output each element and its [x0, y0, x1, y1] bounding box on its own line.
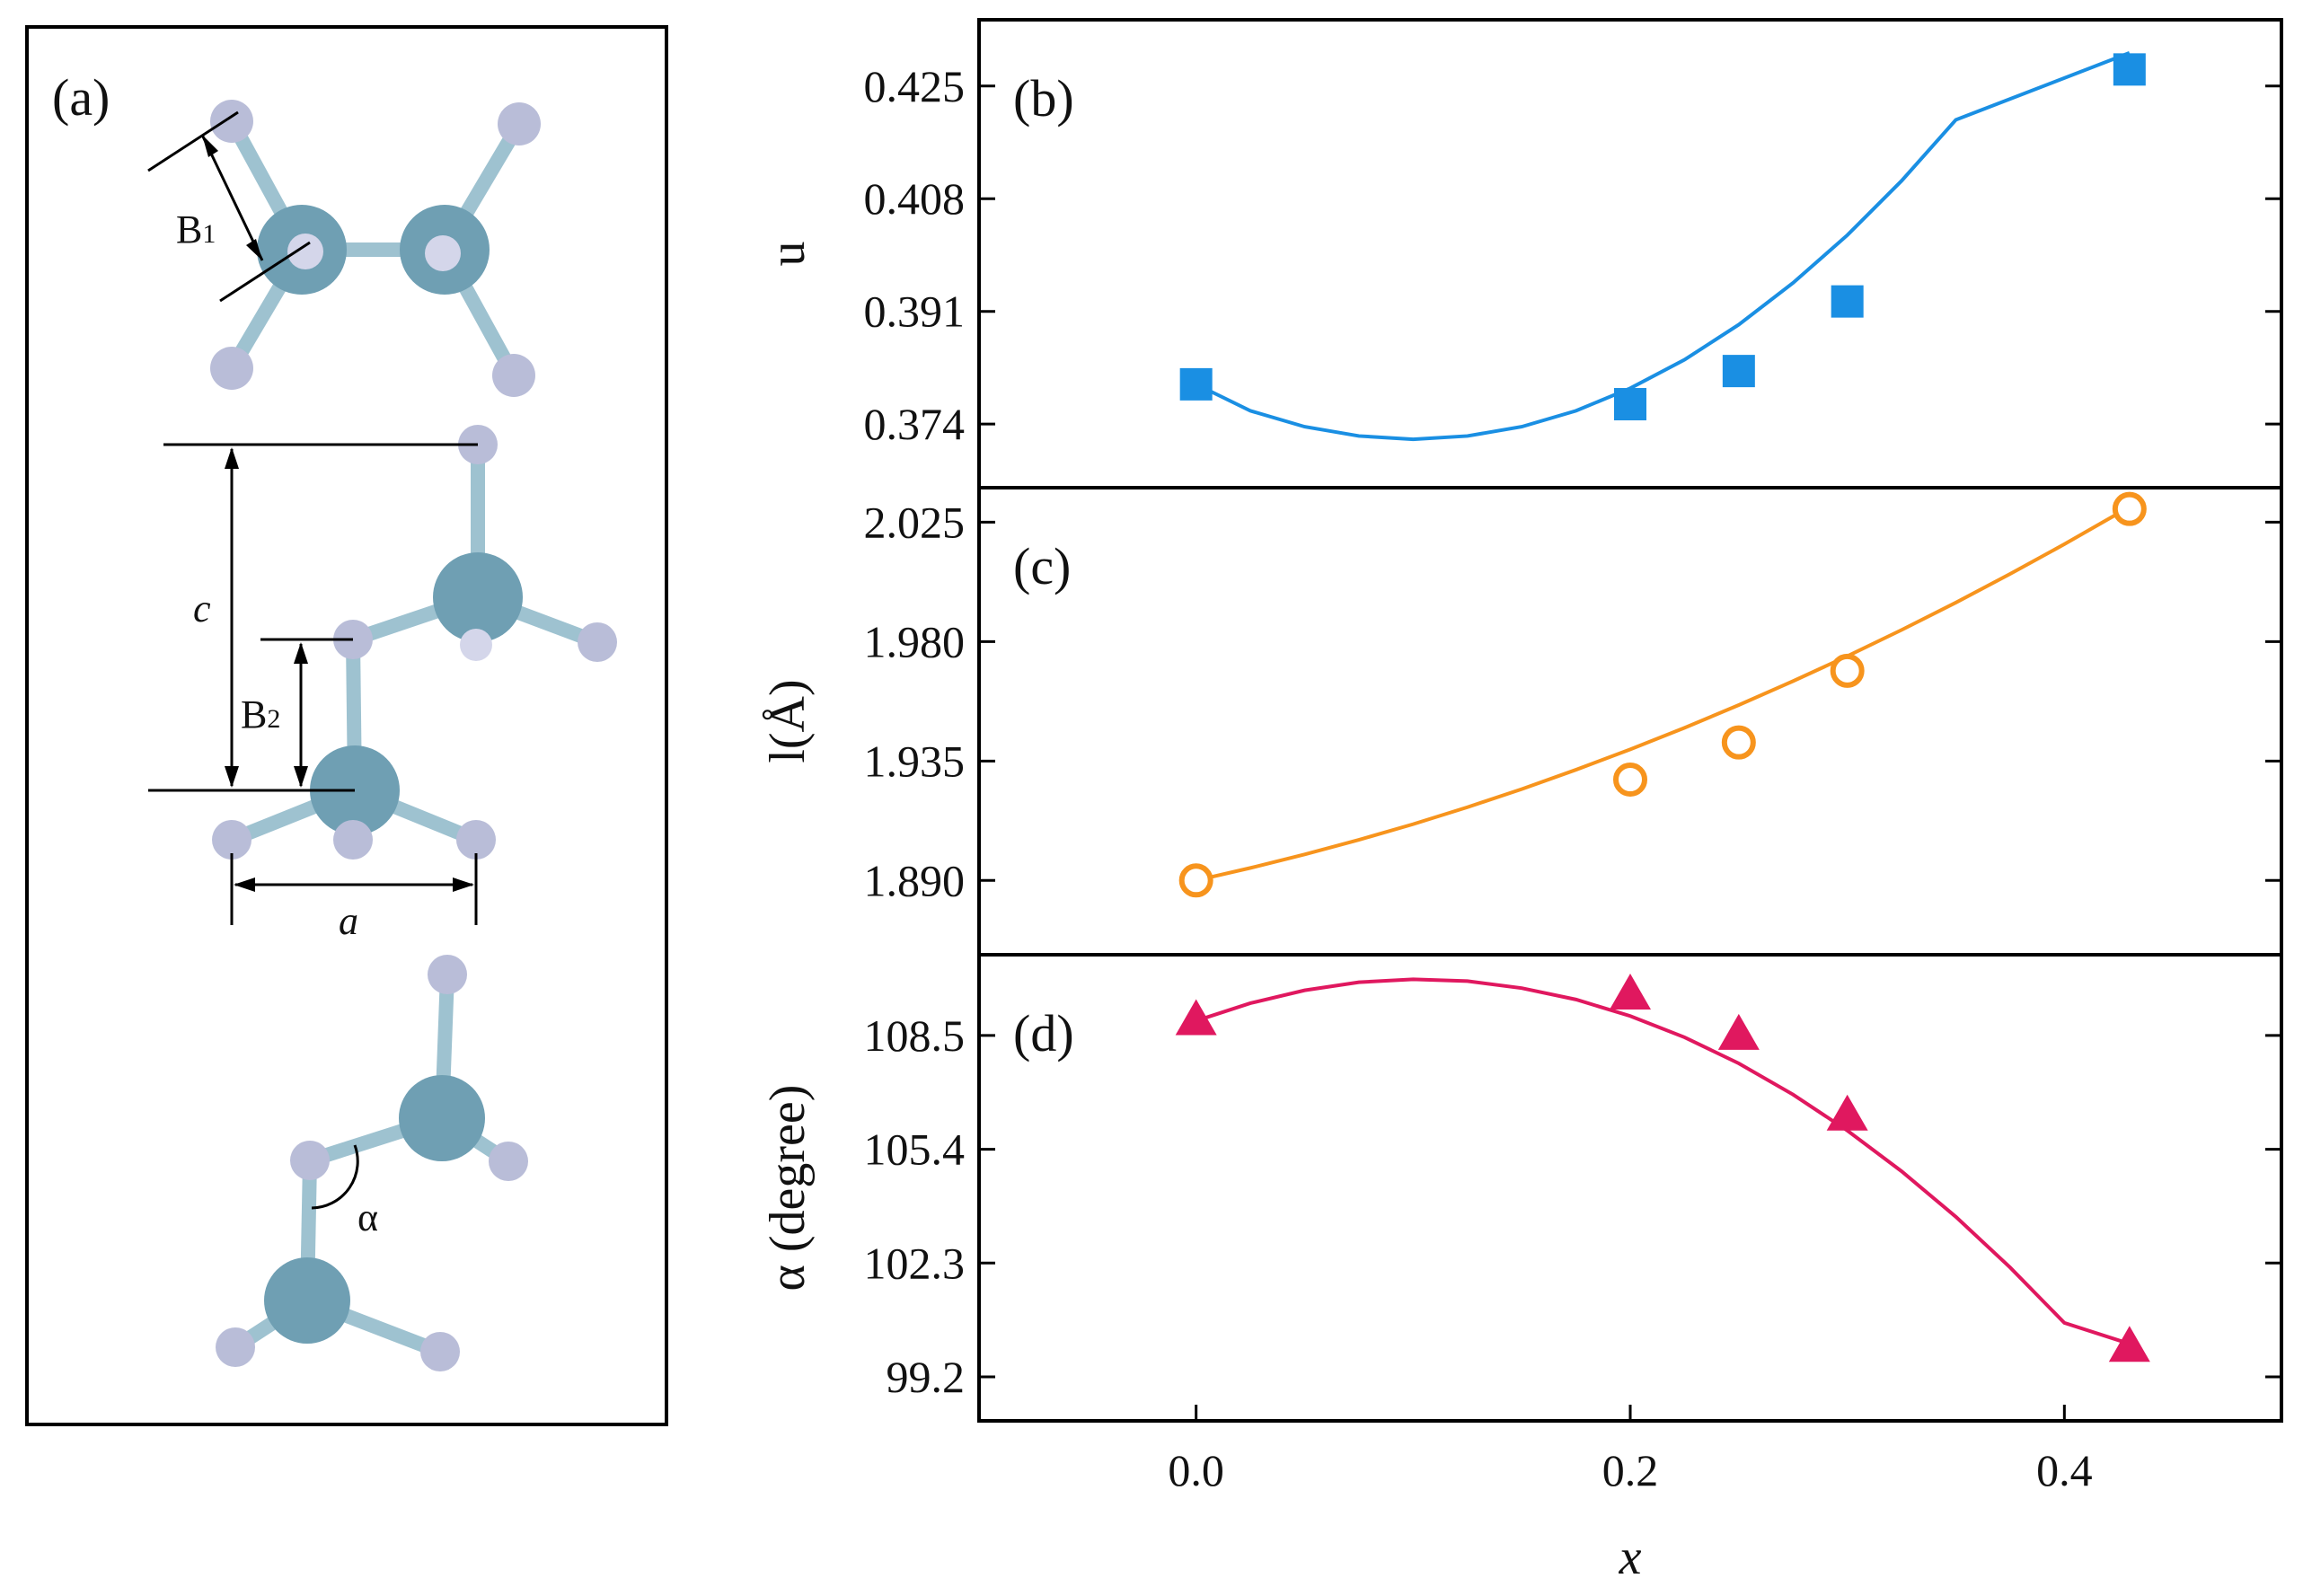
data-point: [1613, 763, 1647, 797]
atom-small: [290, 1141, 330, 1180]
panel-a-label: (a): [52, 68, 110, 127]
atom-small: [210, 347, 253, 390]
atom-small: [428, 955, 467, 994]
data-point: [1610, 973, 1651, 1010]
y-tick-label: 0.391: [864, 287, 966, 337]
atom-large: [264, 1257, 350, 1344]
fit-line: [1196, 977, 2131, 1346]
atom-small: [492, 354, 535, 397]
b1-label: B1: [176, 207, 216, 251]
y-tick-label: 102.3: [864, 1238, 966, 1288]
atom-small: [578, 622, 617, 662]
structure-middle: c B2 a: [148, 425, 617, 943]
structure-panel-frame: [25, 25, 668, 1426]
alpha-label: α: [357, 1195, 378, 1239]
data-point: [1614, 388, 1646, 421]
y-tick-label: 2.025: [864, 497, 966, 547]
data-point: [1179, 367, 1213, 401]
charts: 0.374 0.391 0.408 0.425 u (b) 1.890 1.935 1.980…: [760, 18, 2283, 1585]
data-point: [1830, 653, 1865, 688]
c-label: c: [193, 586, 211, 630]
a-label: a: [339, 899, 358, 943]
y-tick-label: 0.374: [864, 399, 966, 449]
atom-small: [210, 100, 253, 143]
b1-arrow: [200, 134, 264, 261]
x-tick-label: 0.0: [1168, 1445, 1224, 1495]
data-point: [1722, 355, 1755, 388]
data-point: [2113, 53, 2146, 86]
y-axis-label: α (degree): [760, 1085, 816, 1292]
panel-label: (b): [1013, 69, 1074, 128]
structure-panel: (a) B1: [25, 25, 668, 1426]
bond-angle-chart: 99.2 102.3 105.4 108.5 α (degree) (d) 0.0 0.2 0.…: [760, 953, 2281, 1585]
panel-label: (c): [1013, 537, 1071, 595]
data-point: [2108, 1326, 2150, 1362]
chart-frame: [977, 18, 2283, 1423]
data-point: [1178, 863, 1213, 898]
alpha-arc: [311, 1144, 359, 1210]
atom-small: [333, 820, 373, 860]
atom-small: [425, 235, 461, 271]
u-chart: 0.374 0.391 0.408 0.425 u (b): [760, 51, 2281, 449]
atom-small: [498, 102, 541, 145]
y-tick-label: 1.935: [864, 736, 966, 786]
fit-line: [1195, 51, 2131, 442]
bond-length-chart: 1.890 1.935 1.980 2.025 l(Å) (c): [760, 486, 2281, 905]
b2-label: B2: [241, 692, 280, 736]
data-point: [1826, 1094, 1868, 1131]
data-point: [1717, 1013, 1760, 1050]
x-tick-label: 0.4: [2036, 1445, 2093, 1495]
y-axis-label: u: [760, 242, 816, 267]
atom-small: [456, 820, 496, 860]
atom-small: [212, 820, 251, 860]
atom-large: [399, 1075, 485, 1161]
fit-line: [1196, 507, 2131, 883]
structure-bottom: α: [216, 955, 528, 1371]
data-point: [1721, 725, 1756, 760]
y-tick-label: 1.980: [864, 616, 966, 666]
y-axis-label: l(Å): [760, 679, 816, 763]
y-tick-label: 108.5: [864, 1010, 966, 1061]
data-point: [1175, 999, 1217, 1036]
y-tick-label: 0.408: [864, 173, 966, 224]
structure-top: B1: [147, 100, 541, 397]
atom-small: [287, 234, 323, 269]
y-tick-label: 105.4: [864, 1124, 966, 1175]
x-axis-label: x: [1619, 1530, 1642, 1585]
y-tick-label: 0.425: [864, 61, 966, 111]
data-point: [2112, 491, 2147, 526]
x-tick-label: 0.2: [1602, 1445, 1659, 1495]
atom-small: [420, 1332, 460, 1371]
panel-label: (d): [1013, 1004, 1074, 1063]
y-tick-label: 1.890: [864, 855, 966, 905]
atom-small: [216, 1327, 255, 1367]
data-point: [1831, 285, 1864, 318]
atom-small: [460, 629, 492, 661]
y-tick-label: 99.2: [887, 1352, 966, 1402]
atom-large: [433, 552, 523, 642]
atom-small: [489, 1142, 528, 1181]
